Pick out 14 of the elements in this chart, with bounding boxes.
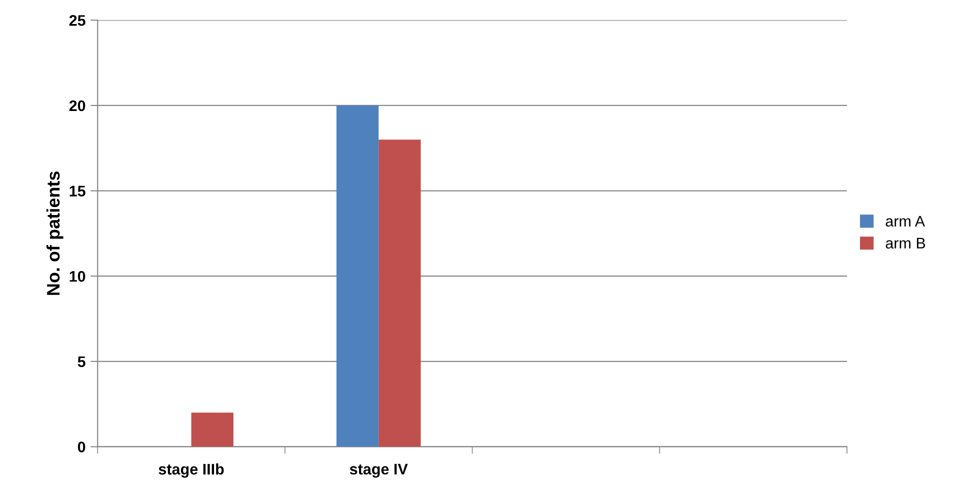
legend-label: arm B [886,238,926,249]
y-tick-label: 15 [70,186,86,196]
x-tick-label: stage IV [350,464,408,478]
bar [378,140,421,447]
y-tick-label: 10 [70,270,86,282]
x-tick-label: stage IIIb [158,463,224,478]
y-tick-label: 5 [78,356,86,368]
y-tick-label: 20 [69,100,86,112]
y-tick-label: 0 [78,442,86,452]
y-tick-label: 25 [69,15,86,26]
y-axis-title: No. of patients [46,171,64,295]
legend-label: arm A [886,216,926,227]
bar [191,412,234,447]
bar [336,105,379,447]
